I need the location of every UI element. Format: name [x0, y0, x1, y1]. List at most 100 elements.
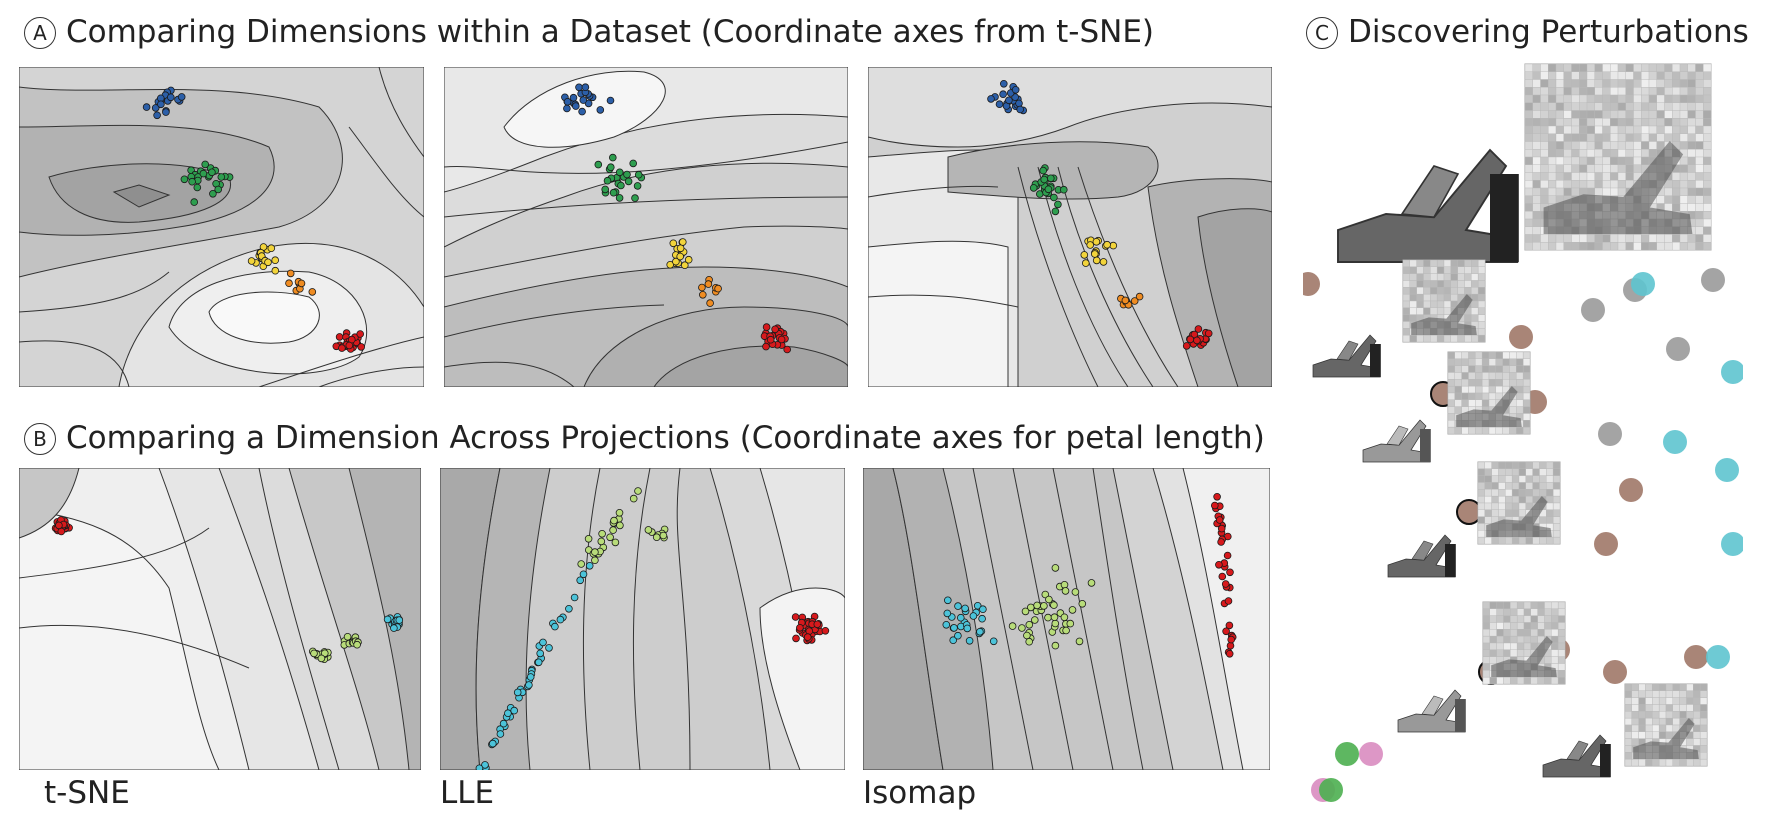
- contour-band: [868, 240, 1009, 387]
- contour-line: [444, 225, 848, 278]
- data-point: [539, 638, 547, 647]
- data-point: [193, 183, 202, 192]
- data-point: [162, 108, 170, 116]
- contour-line: [378, 67, 424, 158]
- contour-panel-tsne[interactable]: [19, 468, 421, 770]
- contour-line: [582, 468, 601, 770]
- data-point: [943, 609, 952, 618]
- data-point: [1050, 193, 1058, 202]
- section-a-marker: A: [24, 17, 56, 49]
- data-point: [1092, 238, 1101, 246]
- data-point: [556, 615, 565, 624]
- data-point: [1025, 637, 1034, 646]
- contour-panel-a2[interactable]: [444, 67, 848, 387]
- contour-plot-svg: [19, 468, 421, 770]
- contour-panel-isomap[interactable]: [863, 468, 1270, 770]
- data-point: [1051, 641, 1060, 650]
- data-point: [481, 761, 489, 769]
- embedding-point: [1319, 778, 1343, 802]
- data-point: [581, 83, 590, 92]
- data-point: [1008, 622, 1017, 630]
- data-point: [264, 258, 272, 267]
- data-point: [596, 106, 605, 114]
- data-point: [271, 256, 280, 265]
- pixel-grid-icon: [1477, 461, 1561, 545]
- data-point: [762, 342, 770, 351]
- section-b-title: B Comparing a Dimension Across Projection…: [24, 420, 1265, 456]
- data-point: [796, 624, 804, 632]
- data-point: [965, 637, 974, 645]
- data-point: [989, 637, 998, 646]
- contour-panel-a3[interactable]: [868, 67, 1272, 387]
- contour-band: [947, 141, 1159, 200]
- data-point: [585, 562, 594, 570]
- data-point: [1011, 85, 1020, 94]
- data-point: [644, 526, 653, 534]
- data-point: [944, 596, 952, 605]
- data-point: [1060, 581, 1069, 589]
- data-point: [1218, 572, 1227, 581]
- sandal-thumbnail-icon: [1542, 734, 1611, 778]
- data-point: [762, 323, 771, 331]
- section-a-title-text: Comparing Dimensions within a Dataset (C…: [66, 14, 1155, 50]
- perturbation-panel[interactable]: [1303, 62, 1743, 820]
- data-point: [629, 494, 638, 503]
- data-point: [995, 100, 1004, 108]
- data-point: [551, 622, 559, 631]
- contour-line: [444, 196, 848, 218]
- data-point: [565, 605, 573, 613]
- data-point: [55, 521, 63, 530]
- data-point: [488, 739, 497, 748]
- data-point: [157, 100, 165, 109]
- data-point: [570, 593, 579, 602]
- data-point: [320, 649, 329, 658]
- data-point: [669, 239, 678, 248]
- data-point: [579, 96, 588, 104]
- sandal-large-icon: [1337, 148, 1519, 263]
- pixel-grid-icon: [1482, 601, 1566, 685]
- data-point: [310, 649, 318, 658]
- data-point: [201, 160, 210, 169]
- data-point: [1023, 631, 1031, 640]
- contour-line: [444, 141, 848, 174]
- data-point: [513, 688, 522, 697]
- data-point: [594, 160, 603, 169]
- data-point: [704, 280, 713, 288]
- data-point: [603, 176, 612, 185]
- contour-line: [632, 468, 651, 770]
- contour-line: [1057, 166, 1154, 387]
- data-point: [563, 104, 571, 113]
- embedding-point: [1594, 532, 1618, 556]
- data-point: [1025, 621, 1034, 629]
- contour-panel-a1[interactable]: [19, 67, 424, 387]
- data-point: [1215, 516, 1224, 524]
- data-point: [771, 325, 779, 334]
- data-point: [954, 631, 962, 640]
- data-point: [1051, 564, 1060, 572]
- data-point: [572, 102, 580, 110]
- data-point: [617, 181, 625, 190]
- sandal-thumbnail-icon: [1397, 689, 1466, 733]
- projection-label-lle: LLE: [440, 775, 495, 811]
- data-point: [575, 83, 583, 92]
- data-point: [666, 261, 675, 269]
- pixel-grid-icon: [1447, 351, 1531, 435]
- data-point: [1224, 597, 1233, 605]
- data-point: [616, 521, 624, 530]
- data-point: [969, 612, 978, 620]
- data-point: [783, 345, 792, 354]
- embedding-point: [1456, 499, 1482, 525]
- data-point: [631, 194, 639, 202]
- contour-panel-lle[interactable]: [440, 468, 845, 770]
- pixel-grid-icon: [1402, 259, 1486, 343]
- embedding-point: [1509, 325, 1533, 349]
- contour-band: [19, 468, 80, 539]
- data-point: [1086, 241, 1095, 249]
- data-point: [1033, 601, 1041, 610]
- data-point: [676, 244, 685, 253]
- data-point: [217, 173, 226, 181]
- data-point: [1068, 606, 1077, 614]
- data-point: [821, 627, 830, 635]
- data-point: [684, 255, 693, 264]
- data-point: [383, 615, 392, 624]
